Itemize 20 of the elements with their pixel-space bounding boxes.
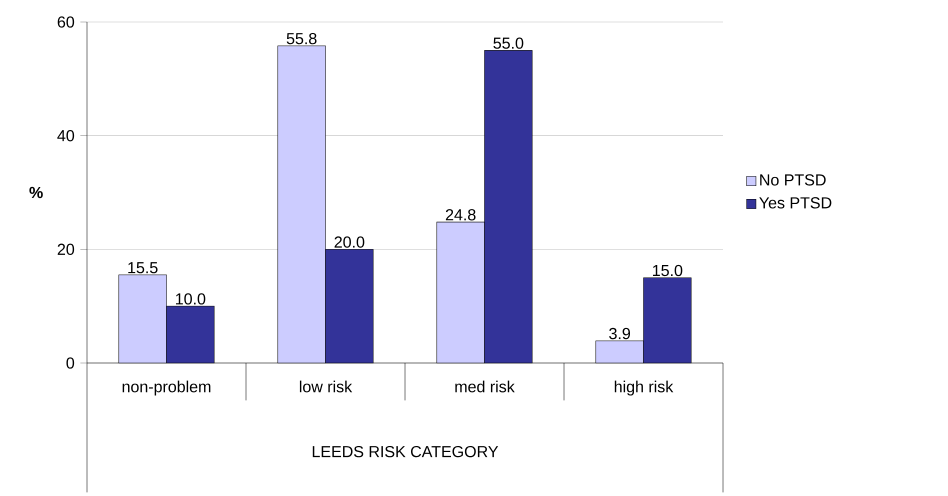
y-tick-label: 40	[57, 130, 74, 142]
data-label: 20.0	[334, 236, 364, 248]
y-tick-label: 20	[58, 244, 74, 255]
data-label: 55.0	[493, 38, 524, 49]
y-tick-label: 0	[66, 357, 74, 369]
x-tick-label: low risk	[300, 380, 352, 392]
data-label: 24.8	[446, 209, 476, 220]
y-axis-title: %	[29, 186, 43, 198]
legend-label: No PTSD	[760, 174, 826, 186]
x-axis-title: LEEDS RISK CATEGORY	[312, 446, 498, 458]
x-tick-label: med risk	[455, 380, 515, 392]
data-label: 10.0	[176, 293, 206, 305]
x-tick-label: high risk	[614, 380, 674, 396]
x-tick-label: non-problem	[122, 380, 210, 396]
data-label: 15.0	[652, 264, 682, 276]
data-label: 15.5	[128, 262, 158, 274]
legend-label: Yes PTSD	[759, 197, 832, 208]
data-label: 3.9	[609, 328, 630, 340]
data-label: 55.8	[286, 32, 317, 44]
y-tick-label: 60	[58, 16, 74, 28]
